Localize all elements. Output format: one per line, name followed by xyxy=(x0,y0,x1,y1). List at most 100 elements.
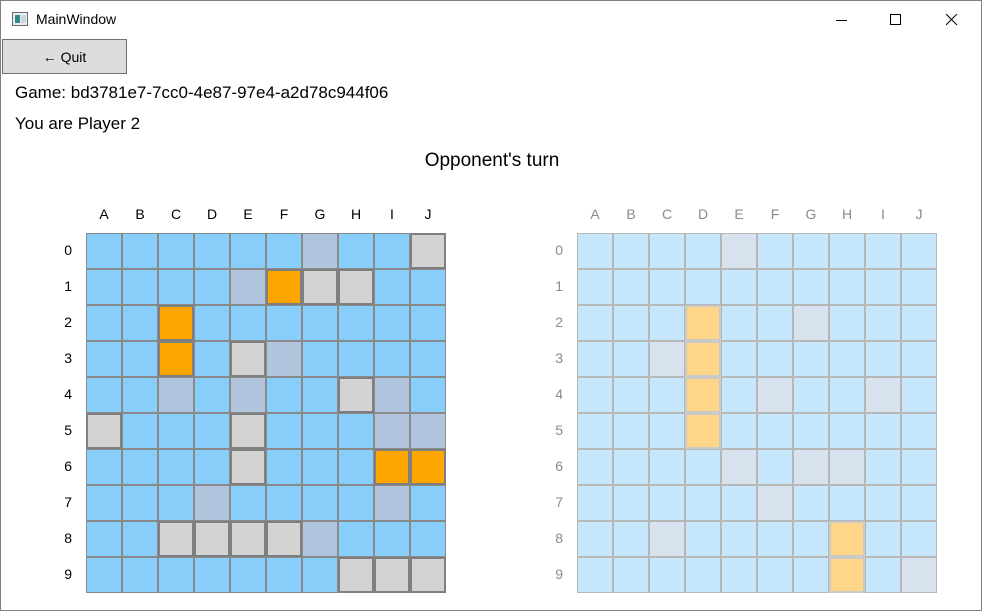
cell-water[interactable] xyxy=(721,521,757,557)
cell-water[interactable] xyxy=(793,413,829,449)
cell-water[interactable] xyxy=(613,341,649,377)
cell-water[interactable] xyxy=(685,557,721,593)
cell-water[interactable] xyxy=(901,305,937,341)
cell-hit[interactable] xyxy=(685,413,721,449)
cell-water[interactable] xyxy=(757,341,793,377)
cell-water[interactable] xyxy=(613,269,649,305)
cell-water[interactable] xyxy=(721,269,757,305)
cell-water[interactable] xyxy=(577,341,613,377)
cell-miss[interactable] xyxy=(865,377,901,413)
cell-water[interactable] xyxy=(901,341,937,377)
cell-water[interactable] xyxy=(577,485,613,521)
cell-water[interactable] xyxy=(613,521,649,557)
cell-water[interactable] xyxy=(901,269,937,305)
cell-water[interactable] xyxy=(865,269,901,305)
cell-miss[interactable] xyxy=(721,449,757,485)
cell-water[interactable] xyxy=(721,485,757,521)
cell-water[interactable] xyxy=(613,485,649,521)
cell-water[interactable] xyxy=(649,485,685,521)
cell-water[interactable] xyxy=(577,305,613,341)
cell-miss[interactable] xyxy=(757,377,793,413)
cell-water[interactable] xyxy=(613,413,649,449)
cell-water[interactable] xyxy=(721,413,757,449)
cell-water[interactable] xyxy=(829,269,865,305)
cell-water[interactable] xyxy=(685,485,721,521)
cell-hit[interactable] xyxy=(685,341,721,377)
title-bar[interactable]: MainWindow xyxy=(1,1,981,38)
cell-miss[interactable] xyxy=(901,557,937,593)
cell-water[interactable] xyxy=(685,233,721,269)
cell-water[interactable] xyxy=(649,377,685,413)
cell-water[interactable] xyxy=(865,521,901,557)
close-button[interactable] xyxy=(929,1,975,38)
cell-water[interactable] xyxy=(649,449,685,485)
cell-water[interactable] xyxy=(721,341,757,377)
cell-water[interactable] xyxy=(721,305,757,341)
cell-water[interactable] xyxy=(793,521,829,557)
cell-water[interactable] xyxy=(793,341,829,377)
cell-water[interactable] xyxy=(613,233,649,269)
cell-water[interactable] xyxy=(793,557,829,593)
cell-water[interactable] xyxy=(577,413,613,449)
cell-water[interactable] xyxy=(613,557,649,593)
cell-miss[interactable] xyxy=(793,305,829,341)
minimize-button[interactable] xyxy=(819,1,865,38)
cell-miss[interactable] xyxy=(649,521,685,557)
cell-water[interactable] xyxy=(829,413,865,449)
cell-miss[interactable] xyxy=(721,233,757,269)
cell-hit[interactable] xyxy=(685,377,721,413)
cell-water[interactable] xyxy=(649,305,685,341)
cell-water[interactable] xyxy=(757,449,793,485)
cell-water[interactable] xyxy=(865,557,901,593)
cell-water[interactable] xyxy=(685,521,721,557)
cell-water[interactable] xyxy=(721,557,757,593)
cell-water[interactable] xyxy=(757,521,793,557)
maximize-button[interactable] xyxy=(873,1,919,38)
cell-water[interactable] xyxy=(793,269,829,305)
cell-water[interactable] xyxy=(757,269,793,305)
cell-water[interactable] xyxy=(865,305,901,341)
cell-water[interactable] xyxy=(757,305,793,341)
cell-water[interactable] xyxy=(829,377,865,413)
cell-water[interactable] xyxy=(829,233,865,269)
cell-water[interactable] xyxy=(685,449,721,485)
cell-water[interactable] xyxy=(865,341,901,377)
cell-miss[interactable] xyxy=(757,485,793,521)
cell-water[interactable] xyxy=(865,233,901,269)
cell-water[interactable] xyxy=(649,557,685,593)
cell-water[interactable] xyxy=(613,449,649,485)
cell-hit[interactable] xyxy=(829,557,865,593)
cell-water[interactable] xyxy=(649,269,685,305)
cell-water[interactable] xyxy=(577,557,613,593)
cell-water[interactable] xyxy=(613,377,649,413)
cell-water[interactable] xyxy=(577,233,613,269)
cell-hit[interactable] xyxy=(829,521,865,557)
cell-water[interactable] xyxy=(829,305,865,341)
cell-hit[interactable] xyxy=(685,305,721,341)
cell-miss[interactable] xyxy=(649,341,685,377)
cell-water[interactable] xyxy=(793,233,829,269)
cell-water[interactable] xyxy=(829,485,865,521)
cell-water[interactable] xyxy=(901,485,937,521)
target-board[interactable]: A B C D E F G H I J 0 1 2 3 4 5 6 7 8 9 xyxy=(555,206,937,593)
cell-water[interactable] xyxy=(685,269,721,305)
cell-water[interactable] xyxy=(829,341,865,377)
cell-water[interactable] xyxy=(577,377,613,413)
cell-water[interactable] xyxy=(865,485,901,521)
cell-water[interactable] xyxy=(613,305,649,341)
cell-water[interactable] xyxy=(577,521,613,557)
cell-water[interactable] xyxy=(649,413,685,449)
cell-water[interactable] xyxy=(901,521,937,557)
cell-water[interactable] xyxy=(865,449,901,485)
cell-water[interactable] xyxy=(901,233,937,269)
cell-water[interactable] xyxy=(721,377,757,413)
cell-water[interactable] xyxy=(901,377,937,413)
cell-water[interactable] xyxy=(793,485,829,521)
cell-water[interactable] xyxy=(757,413,793,449)
quit-button[interactable]: ← Quit xyxy=(2,39,127,74)
cell-water[interactable] xyxy=(901,449,937,485)
cell-water[interactable] xyxy=(757,233,793,269)
cell-water[interactable] xyxy=(865,413,901,449)
cell-water[interactable] xyxy=(901,413,937,449)
cell-water[interactable] xyxy=(577,269,613,305)
